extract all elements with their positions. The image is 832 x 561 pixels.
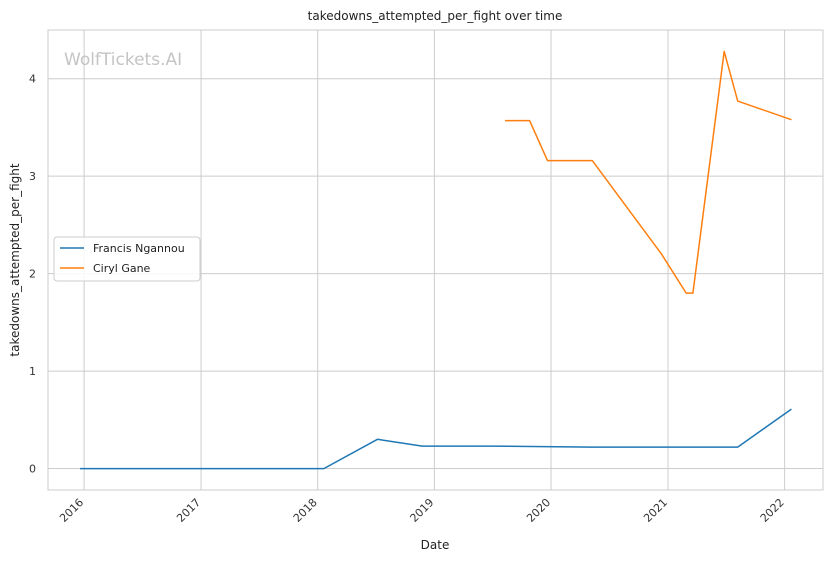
data-point-francis-ngannou — [147, 468, 149, 470]
y-tick-label: 4 — [29, 73, 36, 86]
data-point-ciryl-gane — [504, 120, 506, 122]
data-point-ciryl-gane — [723, 50, 725, 52]
y-axis-title: takedowns_attempted_per_fight — [8, 163, 22, 356]
data-point-francis-ngannou — [79, 468, 81, 470]
y-tick-label: 1 — [29, 365, 36, 378]
watermark: WolfTickets.AI — [64, 50, 182, 70]
data-point-ciryl-gane — [685, 292, 687, 294]
data-point-francis-ngannou — [376, 438, 378, 440]
data-point-francis-ngannou — [115, 468, 117, 470]
data-point-francis-ngannou — [737, 446, 739, 448]
data-point-ciryl-gane — [547, 160, 549, 162]
legend: Francis Ngannou Ciryl Gane — [53, 236, 201, 282]
data-point-francis-ngannou — [209, 468, 211, 470]
data-point-ciryl-gane — [790, 119, 792, 121]
data-point-ciryl-gane — [591, 160, 593, 162]
y-tick-label: 3 — [29, 170, 36, 183]
data-point-francis-ngannou — [421, 445, 423, 447]
data-point-francis-ngannou — [694, 446, 696, 448]
y-tick-label: 0 — [29, 463, 36, 476]
y-tick-labels: 0 1 2 3 4 — [29, 73, 36, 476]
series-line-ciryl-gane — [505, 50, 792, 294]
data-point-francis-ngannou — [462, 445, 464, 447]
chart-title: takedowns_attempted_per_fight over time — [308, 9, 563, 23]
data-point-francis-ngannou — [591, 446, 593, 448]
plot-frame — [47, 29, 824, 491]
legend-label-francis-ngannou: Francis Ngannou — [93, 242, 185, 255]
series-line-francis-ngannou — [80, 408, 792, 470]
legend-label-ciryl-gane: Ciryl Gane — [93, 262, 151, 275]
data-point-ciryl-gane — [737, 100, 739, 102]
y-tick-label: 2 — [29, 268, 36, 281]
data-point-francis-ngannou — [491, 445, 493, 447]
data-point-francis-ngannou — [790, 408, 792, 410]
data-point-francis-ngannou — [323, 468, 325, 470]
legend-box — [53, 236, 201, 282]
data-point-ciryl-gane — [692, 292, 694, 294]
data-point-francis-ngannou — [193, 468, 195, 470]
data-point-ciryl-gane — [529, 120, 531, 122]
x-axis-title: Date — [421, 538, 450, 552]
series-layer — [79, 50, 792, 470]
data-point-ciryl-gane — [661, 253, 663, 255]
